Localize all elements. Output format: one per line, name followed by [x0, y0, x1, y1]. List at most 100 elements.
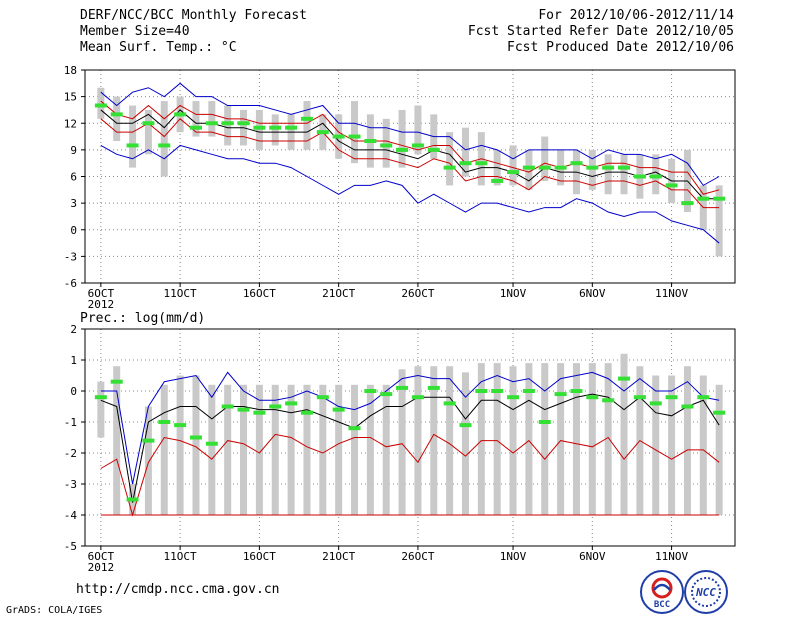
obs-marker: [300, 410, 313, 415]
range-bar: [97, 381, 105, 438]
y-tick-label: -4: [64, 509, 78, 522]
obs-marker: [205, 441, 218, 446]
y-tick-label: 15: [64, 91, 77, 104]
obs-marker: [142, 121, 155, 126]
bcc-logo-text: BCC: [654, 600, 670, 610]
obs-marker: [364, 139, 377, 143]
obs-marker: [570, 161, 583, 166]
series-line-min: [100, 144, 720, 244]
range-bar: [351, 101, 359, 164]
obs-marker: [411, 143, 424, 148]
obs-marker: [316, 395, 329, 400]
obs-marker: [633, 395, 646, 400]
y-tick-label: 0: [70, 224, 77, 237]
obs-marker: [713, 196, 726, 201]
range-bar: [97, 87, 105, 119]
obs-marker: [285, 401, 298, 406]
range-bar: [319, 384, 327, 515]
range-bar: [129, 105, 137, 168]
obs-marker: [586, 165, 599, 170]
grads-credit: GrADS: COLA/IGES: [6, 605, 103, 616]
range-bar: [652, 154, 660, 195]
range-bar: [271, 114, 279, 146]
obs-marker: [110, 112, 123, 117]
obs-marker: [427, 385, 440, 390]
range-bar: [208, 101, 216, 137]
x-tick-label: 6NOV: [579, 550, 606, 563]
range-bar: [113, 96, 121, 141]
ncc-logo: NCC: [684, 570, 728, 614]
obs-marker: [459, 423, 472, 428]
range-bar: [271, 384, 279, 515]
obs-marker: [253, 125, 266, 130]
range-bar: [509, 145, 517, 186]
y-tick-label: 2: [70, 323, 77, 336]
ncc-logo-text: NCC: [695, 586, 716, 599]
obs-marker: [300, 116, 313, 121]
series-line-mean: [100, 393, 720, 503]
fcst-started-date: Fcst Started Refer Date 2012/10/05: [467, 24, 734, 39]
y-tick-label: -1: [64, 416, 77, 429]
range-bar: [541, 136, 549, 181]
obs-marker: [665, 183, 678, 188]
range-bar: [477, 363, 485, 515]
obs-marker: [396, 385, 409, 390]
x-tick-label: 6OCT: [88, 287, 115, 300]
obs-marker: [142, 438, 155, 443]
range-bar: [620, 353, 628, 515]
range-bar: [398, 369, 406, 515]
range-bar: [240, 384, 248, 515]
range-bar: [192, 375, 200, 515]
obs-marker: [94, 395, 107, 400]
obs-marker: [158, 143, 171, 148]
obs-marker: [126, 143, 139, 148]
obs-marker: [94, 103, 107, 108]
range-bar: [683, 366, 691, 515]
series-line-max: [100, 82, 720, 187]
obs-marker: [697, 395, 710, 400]
series-line-upper: [100, 100, 720, 195]
obs-marker: [618, 165, 631, 170]
range-bar: [414, 366, 422, 515]
obs-marker: [269, 404, 282, 409]
obs-marker: [126, 497, 139, 502]
y-tick-label: 12: [64, 117, 77, 130]
y-tick-label: 3: [70, 197, 77, 210]
range-bar: [699, 375, 707, 515]
series-line-max: [100, 371, 720, 485]
range-bar: [303, 384, 311, 515]
range-bar: [366, 384, 374, 515]
x-tick-label: 21OCT: [322, 287, 355, 300]
member-size: Member Size=40: [80, 24, 190, 39]
obs-marker: [681, 404, 694, 409]
range-bar: [382, 118, 390, 168]
obs-marker: [396, 147, 409, 152]
obs-marker: [443, 401, 456, 406]
x-tick-label: 11OCT: [164, 550, 197, 563]
range-bar: [604, 363, 612, 515]
obs-marker: [602, 398, 615, 403]
obs-marker: [554, 165, 567, 170]
obs-marker: [491, 389, 504, 393]
y-tick-label: 18: [64, 64, 77, 77]
range-bar: [255, 109, 263, 150]
obs-marker: [507, 395, 520, 400]
x-tick-label: 16OCT: [243, 550, 276, 563]
x-tick-sublabel: 2012: [88, 298, 115, 311]
range-bar: [160, 384, 168, 515]
range-bar: [446, 132, 454, 186]
range-bar: [509, 366, 517, 515]
x-tick-label: 11OCT: [164, 287, 197, 300]
range-bar: [572, 363, 580, 515]
obs-marker: [285, 125, 298, 130]
obs-marker: [665, 395, 678, 400]
range-bar: [620, 154, 628, 195]
chart-title: DERF/NCC/BCC Monthly Forecast: [80, 8, 307, 23]
range-bar: [715, 384, 723, 515]
y-tick-label: -5: [64, 540, 77, 553]
source-url[interactable]: http://cmdp.ncc.cma.gov.cn: [76, 582, 280, 597]
obs-marker: [538, 165, 551, 170]
obs-marker: [253, 410, 266, 415]
obs-marker: [554, 392, 567, 397]
range-bar: [398, 109, 406, 168]
